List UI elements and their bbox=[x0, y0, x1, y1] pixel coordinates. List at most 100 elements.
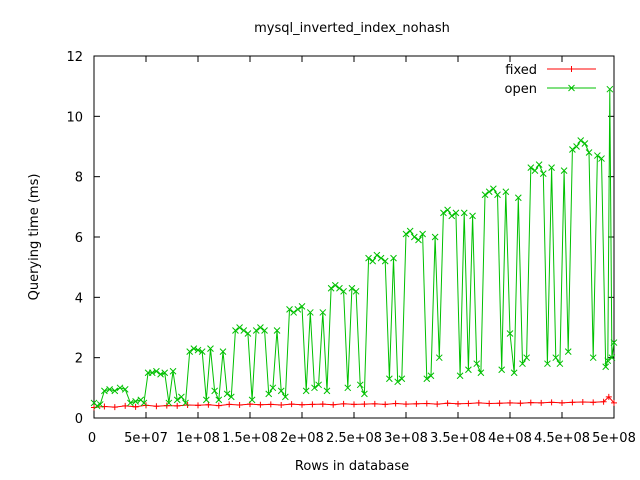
data-point-open bbox=[556, 360, 564, 368]
data-point-fixed bbox=[319, 401, 326, 408]
data-point-open bbox=[215, 396, 223, 404]
data-point-open bbox=[269, 384, 277, 392]
data-point-fixed bbox=[538, 399, 545, 406]
data-point-open bbox=[257, 324, 264, 331]
data-point-open bbox=[398, 375, 406, 383]
legend-label-open: open bbox=[505, 82, 537, 97]
series-line-open bbox=[93, 89, 615, 407]
data-point-open bbox=[198, 348, 206, 355]
data-point-open bbox=[161, 369, 169, 377]
data-point-open bbox=[456, 372, 464, 380]
data-point-open bbox=[165, 399, 173, 407]
data-point-open bbox=[294, 306, 302, 313]
data-point-open bbox=[194, 346, 202, 354]
data-point-open bbox=[169, 367, 177, 375]
data-point-open bbox=[290, 309, 298, 316]
data-point-fixed bbox=[611, 399, 617, 406]
x-tick-label: 0 bbox=[88, 431, 96, 446]
data-point-open bbox=[465, 366, 472, 374]
data-point-open bbox=[240, 327, 248, 334]
chart-title: mysql_inverted_index_nohash bbox=[254, 21, 450, 36]
data-point-fixed bbox=[236, 402, 243, 409]
data-point-open bbox=[186, 348, 194, 355]
data-point-open bbox=[610, 339, 618, 346]
data-point-open bbox=[581, 140, 589, 147]
x-axis-label: Rows in database bbox=[295, 459, 409, 474]
data-point-open bbox=[560, 167, 568, 174]
data-point-fixed bbox=[299, 401, 305, 408]
data-point-fixed bbox=[413, 400, 420, 407]
data-point-open bbox=[435, 354, 443, 362]
data-point-open bbox=[207, 345, 214, 352]
y-tick-label: 12 bbox=[66, 50, 83, 65]
data-point-fixed bbox=[361, 401, 368, 408]
data-point-open bbox=[440, 209, 447, 217]
data-point-open bbox=[273, 327, 281, 334]
data-point-open bbox=[477, 369, 485, 377]
data-point-open bbox=[481, 191, 489, 199]
data-point-open bbox=[282, 393, 289, 401]
data-point-open bbox=[444, 206, 451, 214]
data-point-open bbox=[157, 370, 164, 378]
data-point-fixed bbox=[496, 400, 503, 407]
data-point-open bbox=[340, 287, 347, 295]
data-point-fixed bbox=[153, 403, 160, 410]
data-point-fixed bbox=[340, 400, 347, 407]
data-point-open bbox=[490, 185, 497, 193]
data-point-open bbox=[311, 384, 318, 392]
data-point-open bbox=[494, 191, 501, 199]
data-point-open bbox=[390, 254, 397, 262]
data-point-open bbox=[402, 230, 410, 238]
data-point-open bbox=[277, 387, 285, 395]
data-point-open bbox=[327, 284, 335, 292]
data-point-fixed bbox=[132, 403, 139, 410]
y-tick-label: 6 bbox=[75, 231, 83, 246]
data-point-fixed bbox=[392, 400, 399, 407]
data-point-open bbox=[348, 284, 356, 292]
data-point-fixed bbox=[215, 402, 222, 409]
data-point-open bbox=[415, 236, 422, 244]
data-point-open bbox=[527, 164, 535, 171]
data-point-open bbox=[502, 188, 510, 196]
x-tick-label: 4e+08 bbox=[488, 431, 532, 446]
data-point-fixed bbox=[330, 401, 337, 408]
data-point-fixed bbox=[288, 401, 295, 408]
data-point-open bbox=[252, 327, 260, 334]
data-point-open bbox=[211, 387, 218, 395]
data-point-open bbox=[106, 385, 113, 393]
x-tick-label: 5e+08 bbox=[592, 431, 636, 446]
x-tick-label: 1.5e+08 bbox=[222, 431, 278, 446]
data-point-open bbox=[598, 155, 605, 162]
series-group bbox=[90, 85, 618, 411]
data-point-open bbox=[96, 401, 104, 408]
data-point-open bbox=[519, 360, 526, 368]
data-point-fixed bbox=[382, 401, 389, 408]
data-point-fixed bbox=[371, 400, 378, 407]
data-point-open bbox=[302, 387, 310, 395]
data-point-open bbox=[286, 306, 293, 313]
x-tick-label: 3e+08 bbox=[384, 431, 428, 446]
data-point-fixed bbox=[403, 401, 409, 408]
data-point-open bbox=[539, 170, 547, 178]
data-point-open bbox=[423, 375, 431, 383]
data-point-open bbox=[232, 327, 239, 334]
data-point-fixed bbox=[111, 404, 118, 411]
data-point-open bbox=[153, 367, 160, 375]
data-point-open bbox=[606, 85, 614, 93]
data-point-open bbox=[594, 152, 601, 159]
data-point-open bbox=[344, 384, 352, 392]
data-point-open bbox=[604, 357, 612, 365]
data-point-open bbox=[498, 366, 506, 374]
data-point-open bbox=[178, 393, 185, 401]
data-point-open bbox=[535, 161, 543, 168]
data-point-open bbox=[336, 284, 343, 292]
data-point-open bbox=[585, 149, 593, 156]
data-point-open bbox=[448, 212, 456, 220]
data-point-open bbox=[514, 194, 522, 202]
legend-label-fixed: fixed bbox=[505, 63, 537, 78]
data-point-open bbox=[369, 257, 377, 265]
data-point-fixed bbox=[486, 400, 493, 407]
y-tick-label: 4 bbox=[75, 291, 83, 306]
data-point-fixed bbox=[226, 401, 233, 408]
data-point-fixed bbox=[309, 401, 316, 408]
